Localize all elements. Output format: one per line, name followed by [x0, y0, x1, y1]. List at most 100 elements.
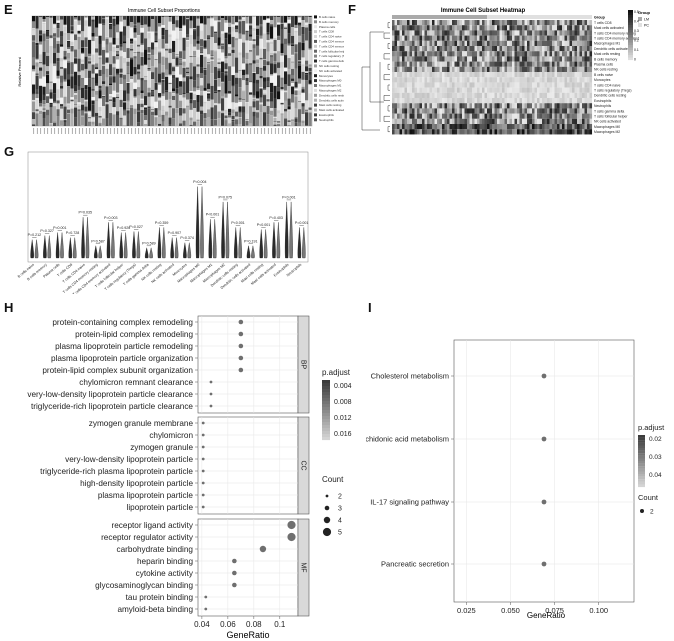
- stack-segment: [102, 81, 106, 84]
- heatmap-cell: [469, 25, 473, 31]
- heatmap-cell: [467, 113, 470, 119]
- heatmap-cell: [534, 61, 538, 67]
- stack-segment: [88, 110, 92, 112]
- heatmap-cell: [567, 40, 570, 47]
- facet-panel: [197, 416, 299, 515]
- stack-segment: [217, 64, 221, 69]
- heatmap-cell: [539, 20, 543, 26]
- group-annotation-cell: [419, 15, 423, 19]
- heatmap-cell: [417, 129, 420, 135]
- stack-segment: [235, 111, 239, 117]
- heatmap-cell: [587, 82, 590, 88]
- heatmap-cell: [572, 72, 575, 78]
- heatmap-cell: [529, 72, 533, 78]
- stack-segment: [74, 63, 78, 65]
- heatmap-cell: [449, 82, 453, 88]
- stack-segment: [60, 120, 64, 126]
- stack-segment: [119, 90, 123, 91]
- heatmap-cell: [554, 124, 558, 130]
- heatmap-cell: [452, 77, 455, 83]
- heatmap-cell: [449, 66, 453, 73]
- heatmap-cell: [449, 40, 453, 47]
- heatmap-cell: [472, 87, 475, 93]
- stack-segment: [53, 103, 57, 107]
- violin-shape: [162, 227, 166, 259]
- heatmap-cell: [512, 40, 515, 47]
- stack-segment: [193, 93, 197, 100]
- heatmap-cell: [534, 35, 538, 41]
- x-tick-label-mark: [264, 128, 266, 134]
- stack-segment: [74, 58, 78, 64]
- heatmap-cell: [559, 56, 563, 62]
- stack-segment: [224, 56, 228, 59]
- stack-segment: [217, 58, 221, 61]
- stack-segment: [137, 51, 141, 54]
- heatmap-cell: [462, 46, 465, 52]
- stack-segment: [189, 57, 193, 63]
- stack-segment: [203, 48, 207, 57]
- stack-segment: [263, 20, 267, 34]
- stack-segment: [63, 24, 67, 26]
- heatmap-cell: [534, 77, 538, 83]
- heatmap-cell: [532, 77, 535, 83]
- stack-segment: [186, 71, 190, 73]
- stack-segment: [252, 63, 256, 73]
- stack-segment: [175, 20, 179, 21]
- heatmap-cell: [392, 40, 395, 47]
- heatmap-cell: [562, 87, 565, 93]
- heatmap-cell: [519, 61, 523, 67]
- heatmap-cell: [492, 82, 495, 88]
- heatmap-cell: [434, 124, 438, 130]
- heatmap-cell: [509, 113, 513, 119]
- heatmap-cell: [424, 30, 428, 36]
- pvalue-label: P=0.075: [219, 195, 233, 199]
- heatmap-cell: [514, 103, 518, 109]
- heatmap-cell: [472, 108, 475, 114]
- stack-segment: [291, 78, 295, 81]
- heatmap-cell: [439, 87, 443, 93]
- heatmap-cell: [572, 30, 575, 36]
- heatmap-cell: [409, 77, 413, 83]
- x-tick-label-mark: [47, 128, 49, 134]
- heatmap-cell: [449, 61, 453, 67]
- stack-segment: [70, 100, 74, 101]
- group-annotation-cell: [589, 15, 593, 19]
- color-scale-tick: 0.1: [634, 48, 639, 52]
- group-annotation-cell: [397, 15, 400, 19]
- heatmap-cell: [444, 124, 448, 130]
- heatmap-cell: [444, 113, 448, 119]
- stack-segment: [81, 70, 85, 79]
- heatmap-cell: [444, 66, 448, 73]
- stack-segment: [217, 91, 221, 104]
- stack-segment: [294, 81, 298, 88]
- term-label: tau protein binding: [126, 593, 194, 602]
- stack-segment: [39, 35, 43, 42]
- stack-segment: [277, 122, 281, 125]
- stack-segment: [49, 89, 53, 90]
- heatmap-cell: [484, 108, 488, 114]
- heatmap-cell: [402, 113, 405, 119]
- heatmap-cell: [444, 87, 448, 93]
- heatmap-cell: [547, 20, 550, 26]
- stack-segment: [130, 82, 134, 91]
- violin-shape: [157, 227, 162, 259]
- heatmap-cell: [522, 51, 525, 57]
- stack-segment: [280, 61, 284, 68]
- stack-segment: [133, 25, 137, 28]
- heatmap-cell: [567, 25, 570, 31]
- stack-segment: [259, 112, 263, 126]
- stack-segment: [35, 99, 39, 101]
- stack-segment: [112, 102, 116, 107]
- heatmap-cell: [577, 20, 580, 26]
- stack-segment: [196, 121, 200, 126]
- heatmap-cell: [407, 40, 410, 47]
- stack-segment: [210, 85, 214, 100]
- stack-segment: [210, 73, 214, 86]
- stack-segment: [130, 59, 134, 77]
- stack-segment: [284, 92, 288, 101]
- heatmap-cell: [569, 56, 573, 62]
- heatmap-cell: [419, 66, 423, 73]
- stack-segment: [81, 62, 85, 64]
- heatmap-cell: [574, 87, 578, 93]
- stack-segment: [259, 75, 263, 79]
